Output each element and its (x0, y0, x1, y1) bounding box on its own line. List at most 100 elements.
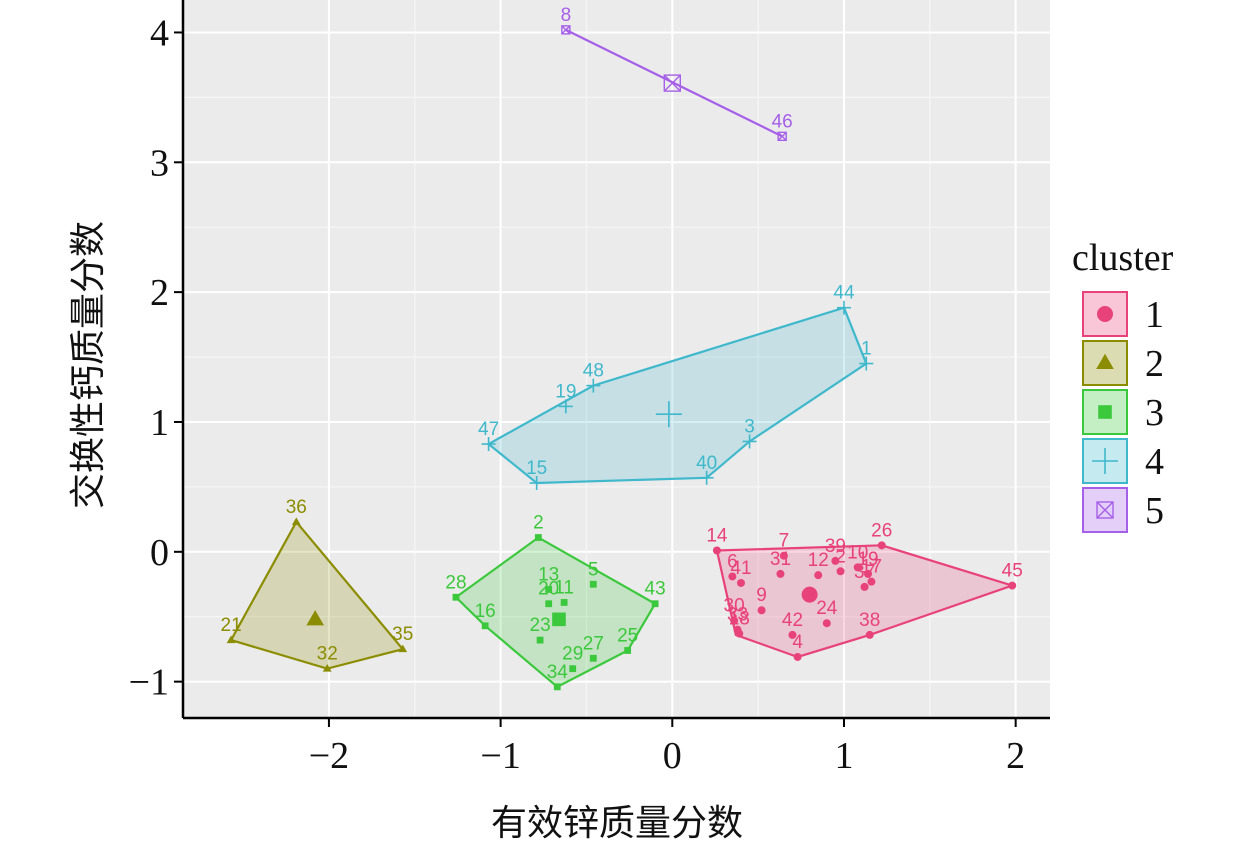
data-point-1-2 (836, 567, 845, 576)
data-points (226, 25, 1017, 691)
y-tick-label: 0 (150, 532, 169, 574)
plot-panel (183, 0, 1050, 718)
data-point-1-37 (860, 582, 869, 591)
data-point-1-9 (757, 606, 766, 615)
data-point-2-32 (322, 664, 332, 672)
data-point-1-19 (864, 569, 873, 578)
point-label: 35 (392, 624, 413, 645)
point-label: 48 (583, 361, 604, 382)
data-point-3-43 (651, 600, 659, 608)
data-point-4-3 (742, 434, 757, 449)
data-point-1-10 (853, 563, 862, 572)
x-tick-label: 2 (1006, 735, 1025, 777)
y-tick-label: 3 (150, 142, 169, 184)
legend-marker-2 (1096, 353, 1114, 369)
data-point-1-42 (788, 630, 797, 639)
point-label: 45 (1002, 561, 1023, 582)
point-label: 29 (562, 644, 583, 665)
data-point-2-35 (398, 644, 408, 653)
point-label: 37 (854, 562, 875, 583)
data-point-4-1 (859, 356, 874, 371)
point-label: 31 (770, 549, 791, 570)
data-point-1-17 (867, 577, 876, 586)
legend: 1 2 3 4 5 (1082, 291, 1164, 533)
point-label: 47 (478, 419, 499, 440)
data-point-3-27 (589, 654, 597, 662)
point-label: 24 (816, 598, 838, 619)
data-point-1-7 (779, 551, 788, 560)
cluster-centroid-2 (306, 610, 324, 626)
data-point-3-28 (452, 593, 460, 601)
legend-marker-1 (1097, 306, 1113, 322)
cluster-centroid-4 (655, 401, 682, 428)
point-label: 9 (756, 585, 767, 606)
point-label: 23 (530, 615, 551, 636)
point-label: 27 (583, 633, 604, 654)
data-point-1-38 (865, 630, 874, 639)
data-point-3-11 (560, 599, 568, 606)
point-label: 7 (779, 531, 790, 552)
data-point-1-14 (712, 546, 721, 555)
data-point-4-48 (586, 378, 601, 393)
data-point-1-45 (1008, 581, 1017, 590)
point-label: 33 (727, 605, 748, 626)
point-label: 6 (727, 551, 738, 572)
point-label: 38 (859, 610, 880, 631)
data-point-1-18 (735, 629, 744, 638)
data-point-1-4 (793, 652, 802, 661)
data-point-1-26 (877, 541, 886, 550)
data-point-1-6 (728, 572, 737, 581)
legend-marker-5 (1096, 501, 1114, 519)
x-tick-label: −2 (309, 735, 349, 777)
point-label: 17 (861, 557, 882, 578)
cluster-centroid-3 (552, 612, 566, 627)
cluster-hull-4 (486, 306, 868, 485)
data-point-1-30 (730, 616, 739, 625)
point-label: 20 (538, 579, 559, 600)
data-point-1-12 (814, 571, 823, 580)
data-point-5-8 (561, 25, 571, 35)
legend-label-2: 2 (1145, 343, 1164, 385)
legend-label-1: 1 (1145, 294, 1164, 336)
point-label: 43 (645, 579, 666, 600)
data-point-1-24 (822, 619, 831, 628)
point-label: 15 (526, 458, 547, 479)
point-label: 40 (696, 453, 717, 474)
data-point-2-21 (226, 635, 236, 644)
data-point-1-41 (736, 578, 745, 587)
point-label: 30 (724, 596, 745, 617)
y-tick-label: 2 (150, 272, 169, 314)
data-point-4-44 (836, 300, 851, 315)
cluster-centroids (306, 74, 818, 627)
data-point-3-20 (545, 600, 553, 608)
point-label: 13 (538, 564, 559, 585)
data-point-4-47 (481, 437, 496, 452)
cluster-centroid-1 (801, 586, 818, 603)
legend-label-4: 4 (1145, 441, 1164, 483)
point-label: 4 (792, 632, 803, 653)
y-tick-label: −1 (129, 662, 169, 704)
point-label: 41 (730, 558, 751, 579)
point-label: 2 (533, 513, 544, 534)
point-label: 34 (547, 662, 569, 683)
point-label: 5 (588, 559, 599, 580)
legend-label-3: 3 (1145, 392, 1164, 434)
legend-label-5: 5 (1145, 490, 1164, 532)
legend-marker-4 (1092, 448, 1118, 474)
point-label: 12 (808, 550, 829, 571)
data-point-5-46 (777, 131, 787, 142)
data-point-3-25 (624, 647, 632, 654)
y-tick-label: 4 (150, 12, 169, 54)
data-point-1-31 (776, 569, 785, 578)
point-label: 8 (561, 5, 572, 26)
point-label: 32 (317, 644, 338, 665)
point-label: 14 (706, 526, 728, 547)
data-point-1-39 (831, 556, 840, 565)
grid (183, 0, 1050, 718)
legend-marker-3 (1098, 405, 1112, 419)
point-label: 39 (825, 536, 846, 557)
cluster-hull-5 (565, 28, 783, 138)
point-label: 26 (871, 520, 892, 541)
